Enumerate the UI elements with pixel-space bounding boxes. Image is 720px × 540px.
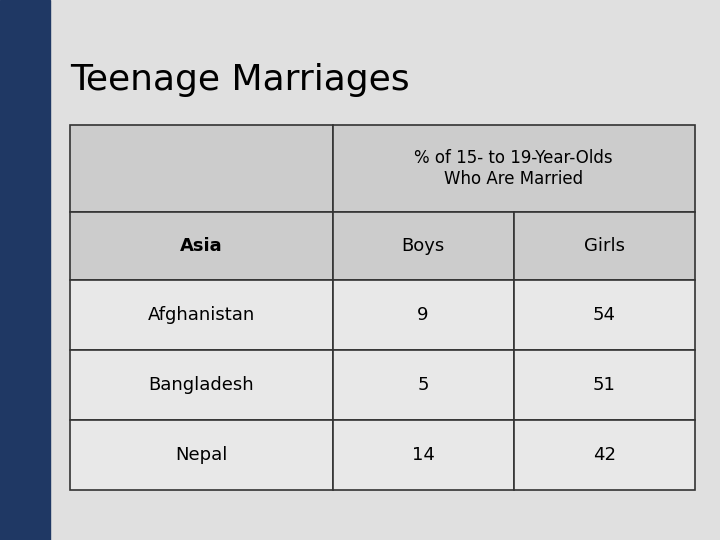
Bar [514,212,695,280]
Text: 51: 51 [593,376,616,394]
Text: 5: 5 [418,376,429,394]
Bar [70,125,333,212]
Bar [0,0,50,540]
Text: % of 15- to 19-Year-Olds
Who Are Married: % of 15- to 19-Year-Olds Who Are Married [415,149,613,188]
Bar [514,420,695,490]
Bar [70,420,333,490]
Text: 9: 9 [418,306,429,324]
Bar [70,212,333,280]
Text: Teenage Marriages: Teenage Marriages [70,63,410,97]
Text: 14: 14 [412,446,435,464]
Bar [333,350,514,420]
Bar [333,280,514,350]
Bar [70,350,333,420]
Bar [333,212,514,280]
Text: Afghanistan: Afghanistan [148,306,255,324]
Bar [514,280,695,350]
Text: Boys: Boys [402,238,445,255]
Text: Nepal: Nepal [175,446,228,464]
Text: 42: 42 [593,446,616,464]
Bar [333,420,514,490]
Text: Asia: Asia [180,238,222,255]
Bar [70,280,333,350]
Text: 54: 54 [593,306,616,324]
Text: Bangladesh: Bangladesh [148,376,254,394]
Bar [333,125,695,212]
Bar [514,350,695,420]
Text: Girls: Girls [584,238,625,255]
